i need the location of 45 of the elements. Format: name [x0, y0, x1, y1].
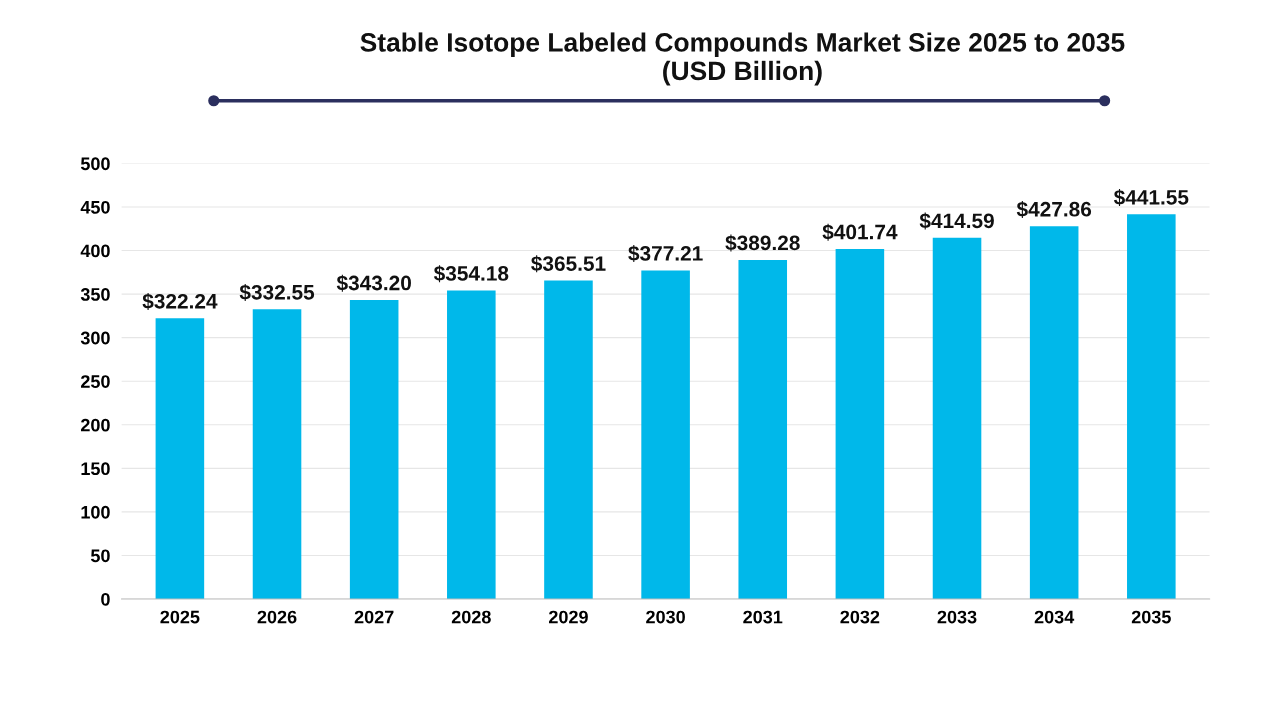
- y-tick-label: 500: [80, 157, 110, 171]
- bar: [1127, 214, 1176, 600]
- data-label: $427.86: [1016, 200, 1092, 218]
- y-tick-label: 300: [80, 331, 110, 345]
- data-label: $365.51: [531, 255, 606, 273]
- x-tick-label: 2025: [160, 610, 200, 624]
- chart-title: Stable Isotope Labeled Compounds Market Size 2025 to 2035 (USD Billion): [360, 32, 1125, 86]
- data-label: $322.24: [142, 292, 218, 310]
- x-tick-label: 2034: [1034, 610, 1075, 624]
- y-tick-label: 0: [101, 592, 110, 606]
- bar: [252, 309, 302, 600]
- x-tick-label: 2028: [451, 610, 491, 624]
- data-label: $354.18: [433, 265, 509, 283]
- data-label: $377.21: [628, 245, 703, 263]
- x-tick-label: 2026: [257, 610, 297, 624]
- x-tick-label: 2035: [1131, 610, 1171, 624]
- bar: [641, 270, 690, 600]
- data-label: $343.20: [336, 274, 411, 292]
- x-tick-label: 2033: [937, 610, 977, 624]
- x-tick-label: 2032: [840, 610, 880, 624]
- bar: [835, 249, 885, 600]
- x-tick-label: 2030: [646, 610, 685, 624]
- data-label: $401.74: [822, 223, 898, 241]
- y-tick-label: 100: [81, 505, 110, 519]
- y-tick-label: 250: [80, 375, 110, 388]
- data-label: $332.55: [239, 283, 315, 301]
- bar: [155, 318, 205, 600]
- bar: [349, 300, 399, 600]
- y-tick-label: 150: [81, 462, 110, 476]
- y-tick-label: 200: [80, 418, 110, 432]
- bar: [1029, 226, 1079, 600]
- y-tick-label: 450: [80, 200, 110, 214]
- bar: [447, 290, 496, 600]
- x-tick-label: 2031: [743, 610, 783, 624]
- data-label: $389.28: [725, 234, 800, 252]
- bar: [932, 237, 982, 600]
- data-label: $441.55: [1113, 189, 1189, 207]
- y-tick-label: 50: [90, 549, 110, 563]
- x-tick-label: 2027: [354, 610, 394, 624]
- y-tick-label: 400: [80, 244, 110, 258]
- data-label: $414.59: [919, 212, 994, 230]
- bar: [544, 280, 593, 600]
- y-tick-label: 350: [80, 288, 110, 301]
- x-tick-label: 2029: [549, 610, 588, 624]
- bar: [738, 259, 788, 600]
